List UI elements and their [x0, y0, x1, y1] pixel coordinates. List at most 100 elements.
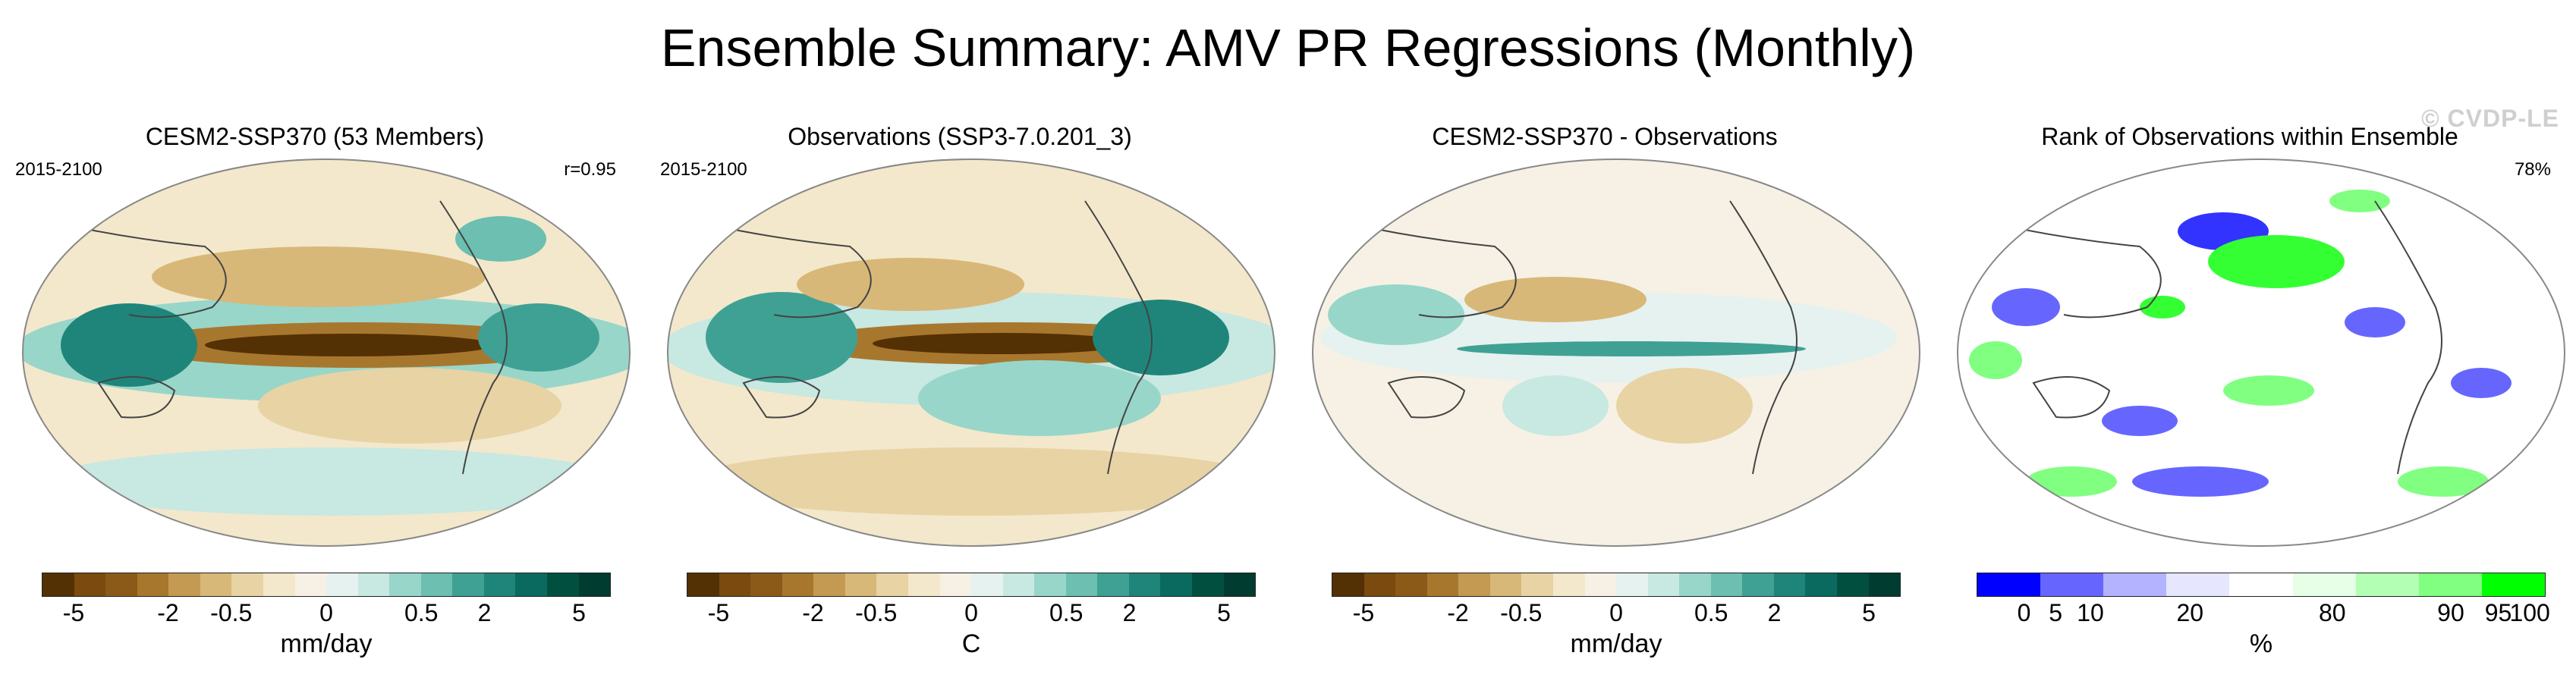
colorbar-swatch	[876, 573, 908, 596]
rank-low-patch	[2132, 466, 2269, 497]
colorbar-tick-label: 90	[2437, 599, 2464, 626]
colorbar-swatch	[1332, 573, 1364, 596]
colorbar-swatch	[105, 573, 137, 596]
colorbar-tick-label: 0	[964, 599, 978, 626]
panel-title: CESM2-SSP370 (53 Members)	[145, 123, 485, 150]
south-pacific-wet	[918, 360, 1161, 436]
north-atlantic-wet	[455, 216, 546, 262]
colorbar-swatch	[1065, 573, 1098, 596]
rank-high-patch	[2223, 375, 2314, 406]
colorbar-swatch	[2040, 573, 2104, 596]
colorbar-swatch	[231, 573, 263, 596]
colorbar-swatch	[939, 573, 972, 596]
colorbar-tick-label: 0.5	[1694, 599, 1728, 626]
colorbar-swatch	[1489, 573, 1522, 596]
colorbar-swatch	[719, 573, 751, 596]
colorbar-swatch	[1647, 573, 1680, 596]
colorbar-tick-label: -5	[62, 599, 85, 626]
map-difference	[1312, 158, 1920, 547]
colorbar-swatch	[1868, 573, 1901, 596]
colorbar-swatch	[1805, 573, 1837, 596]
colorbar-swatch	[137, 573, 169, 596]
pacific-dry-core	[873, 333, 1131, 354]
americas-outline	[2374, 200, 2442, 475]
colorbar-tick-label: 20	[2176, 599, 2204, 626]
north-pacific-dry	[797, 258, 1024, 311]
difference-dry-south	[1616, 368, 1753, 444]
southern-ocean-wet	[46, 447, 622, 516]
colorbar-swatch	[1742, 573, 1774, 596]
colorbar-swatch	[687, 573, 719, 596]
colorbar-swatch	[263, 573, 295, 596]
australia-outline	[742, 376, 821, 419]
colorbar-swatch	[1837, 573, 1869, 596]
colorbar-swatch	[750, 573, 782, 596]
difference-wet-west	[1328, 284, 1464, 345]
rank-high-patch	[2329, 190, 2390, 212]
australia-outline	[97, 376, 176, 419]
map-model	[22, 158, 631, 547]
rank-low-patch	[2345, 307, 2405, 337]
rank-low-patch	[2102, 406, 2178, 436]
colorbar-ticks: 0 5 10 20 80 90 95 100	[1977, 599, 2550, 629]
colorbar-tick-label: 100	[2509, 599, 2550, 626]
colorbar-tick-label: -5	[707, 599, 730, 626]
colorbar-swatch	[1395, 573, 1427, 596]
colorbar-tick-label: 0.5	[404, 599, 439, 626]
colorbar-swatch	[200, 573, 232, 596]
colorbar-swatch	[326, 573, 358, 596]
colorbar-swatch	[907, 573, 940, 596]
colorbar-tick-label: 0.5	[1049, 599, 1084, 626]
rank-high-patch	[2208, 235, 2345, 288]
rank-high-patch	[2398, 466, 2489, 497]
colorbar-ticks: -5 -2 -0.5 0 0.5 2 5	[42, 599, 611, 629]
colorbar-tick-label: 0	[2017, 599, 2031, 626]
asia-outline	[1350, 223, 1517, 319]
difference-wet-line	[1457, 341, 1806, 356]
colorbar	[687, 573, 1256, 597]
colorbar-swatch	[782, 573, 814, 596]
asia-outline	[1995, 223, 2162, 319]
colorbar-swatch	[2418, 573, 2482, 596]
watermark-text: © CVDP-LE	[2421, 105, 2559, 132]
colorbar-swatch	[1710, 573, 1743, 596]
colorbar-swatch	[2166, 573, 2230, 596]
colorbar	[1977, 573, 2546, 597]
americas-outline	[439, 200, 508, 475]
colorbar-tick-label: -5	[1352, 599, 1375, 626]
southern-ocean-dry	[690, 447, 1267, 516]
colorbar-tick-label: 0	[1609, 599, 1623, 626]
americas-outline	[1729, 200, 1798, 475]
colorbar-swatch	[1458, 573, 1490, 596]
colorbar-tick-label: 2	[1767, 599, 1782, 626]
rank-high-patch	[2140, 296, 2185, 319]
colorbar-swatch	[1773, 573, 1806, 596]
colorbar-swatch	[1426, 573, 1459, 596]
colorbar-swatch	[2103, 573, 2167, 596]
colorbar-swatch	[452, 573, 484, 596]
colorbar-swatch	[1223, 573, 1256, 596]
north-pacific-dry	[152, 246, 486, 307]
colorbar-tick-label: -0.5	[210, 599, 253, 626]
colorbar-swatch	[1521, 573, 1553, 596]
colorbar-unit: %	[2249, 629, 2273, 658]
australia-outline	[1387, 376, 1466, 419]
asia-outline	[60, 223, 227, 319]
colorbar-tick-label: -2	[1447, 599, 1469, 626]
colorbar-swatch	[357, 573, 390, 596]
colorbar-swatch	[1977, 573, 2041, 596]
colorbar-swatch	[1097, 573, 1129, 596]
colorbar	[1332, 573, 1901, 597]
colorbar-tick-label: 2	[1122, 599, 1137, 626]
period-label: 2015-2100	[660, 159, 747, 180]
colorbar-swatch	[2292, 573, 2356, 596]
colorbar-tick-label: -0.5	[855, 599, 898, 626]
colorbar-swatch	[1128, 573, 1161, 596]
colorbar-swatch	[74, 573, 106, 596]
colorbar-unit: mm/day	[1570, 629, 1662, 658]
panel-rank: Rank of Observations within Ensemble 78%	[1935, 114, 2565, 675]
colorbar-swatch	[294, 573, 327, 596]
colorbar-ticks: -5 -2 -0.5 0 0.5 2 5	[687, 599, 1256, 629]
panel-title: Observations (SSP3-7.0.201_3)	[788, 123, 1132, 150]
colorbar-tick-label: 95	[2484, 599, 2512, 626]
